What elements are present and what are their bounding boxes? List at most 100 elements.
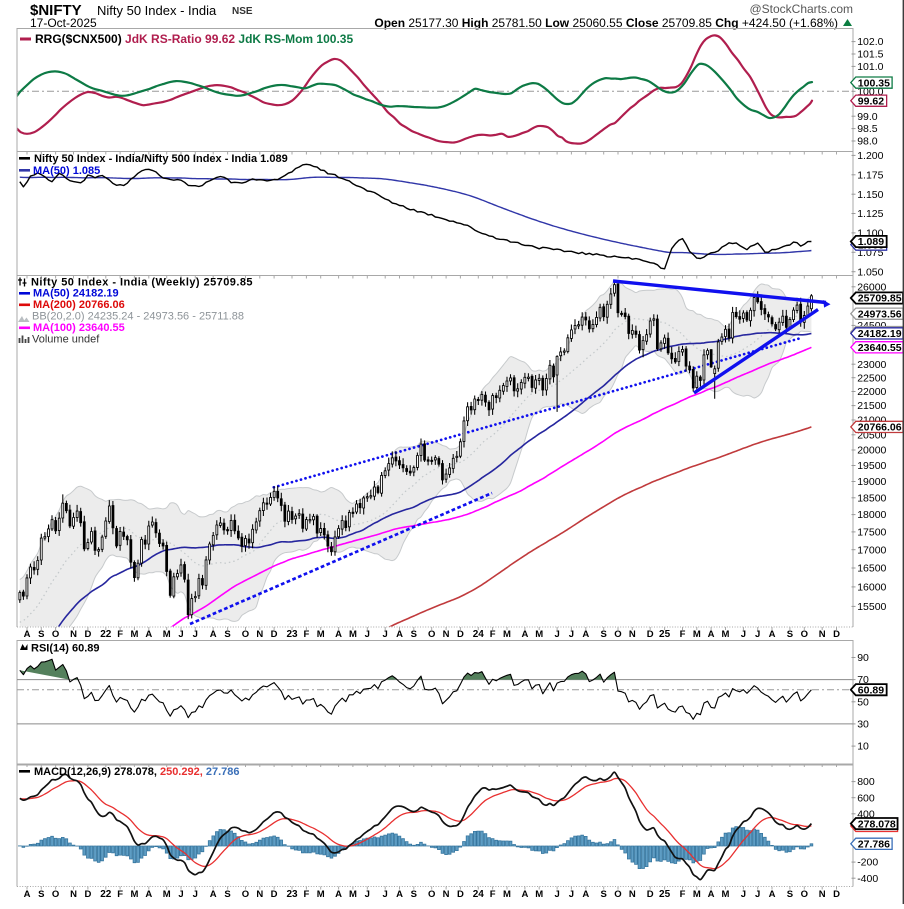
svg-text:M: M (535, 889, 543, 900)
svg-text:O: O (52, 889, 59, 900)
svg-text:S: S (601, 629, 607, 640)
svg-text:100.35: 100.35 (858, 77, 890, 89)
svg-text:M: M (163, 889, 171, 900)
svg-text:F: F (303, 629, 309, 640)
svg-text:101.5: 101.5 (857, 49, 883, 61)
svg-text:60.89: 60.89 (858, 684, 884, 696)
svg-text:-200: -200 (857, 857, 878, 869)
svg-text:15500: 15500 (857, 601, 886, 613)
svg-text:Nifty 50 Index - India (Weekly: Nifty 50 Index - India (Weekly) 25709.85 (31, 277, 253, 289)
svg-text:24182.19: 24182.19 (858, 328, 902, 340)
svg-text:Nifty 50 Index - India: Nifty 50 Index - India (97, 3, 217, 18)
svg-text:23: 23 (286, 889, 298, 900)
svg-text:101.0: 101.0 (857, 61, 883, 73)
svg-text:D: D (457, 629, 464, 640)
svg-text:A: A (210, 629, 217, 640)
svg-text:M: M (722, 629, 730, 640)
svg-text:S: S (411, 889, 417, 900)
svg-text:J: J (755, 629, 760, 640)
svg-text:MA(50) 24182.19: MA(50) 24182.19 (33, 288, 119, 300)
svg-text:O: O (242, 629, 249, 640)
svg-text:A: A (396, 629, 403, 640)
svg-text:1.200: 1.200 (857, 150, 883, 162)
svg-text:O: O (242, 889, 249, 900)
svg-text:30: 30 (857, 719, 869, 731)
svg-text:S: S (411, 629, 417, 640)
svg-text:99.62: 99.62 (858, 95, 884, 107)
svg-text:1.150: 1.150 (857, 189, 883, 201)
svg-text:M: M (163, 629, 171, 640)
svg-text:1.050: 1.050 (857, 266, 883, 278)
svg-text:24: 24 (473, 889, 485, 900)
svg-text:J: J (383, 889, 388, 900)
svg-text:D: D (647, 889, 654, 900)
svg-text:S: S (601, 889, 607, 900)
svg-text:23000: 23000 (857, 359, 886, 371)
svg-text:NSE: NSE (232, 6, 253, 17)
svg-text:20000: 20000 (857, 445, 886, 457)
svg-text:$NIFTY: $NIFTY (30, 2, 82, 19)
svg-text:S: S (224, 629, 230, 640)
svg-text:70: 70 (857, 674, 869, 686)
svg-text:A: A (396, 889, 403, 900)
svg-text:O: O (801, 629, 808, 640)
svg-text:M: M (535, 629, 543, 640)
svg-text:19000: 19000 (857, 476, 886, 488)
svg-text:M: M (349, 629, 357, 640)
svg-text:24973.56: 24973.56 (858, 308, 902, 320)
svg-text:MACD(12,26,9) 278.078, 250.292: MACD(12,26,9) 278.078, 250.292, 27.786 (34, 766, 240, 778)
svg-text:N: N (256, 629, 263, 640)
svg-text:D: D (271, 629, 278, 640)
svg-text:J: J (755, 889, 760, 900)
svg-text:19500: 19500 (857, 460, 886, 472)
svg-text:Nifty 50 Index - India/Nifty 5: Nifty 50 Index - India/Nifty 500 Index -… (34, 153, 288, 165)
svg-text:27.786: 27.786 (858, 839, 890, 851)
svg-text:1.125: 1.125 (857, 208, 883, 220)
svg-text:J: J (193, 629, 198, 640)
svg-text:F: F (303, 889, 309, 900)
svg-text:S: S (787, 889, 793, 900)
svg-text:A: A (708, 889, 715, 900)
svg-text:@StockCharts.com: @StockCharts.com (749, 2, 853, 16)
svg-text:O: O (52, 629, 59, 640)
svg-text:N: N (819, 889, 826, 900)
svg-text:RSI(14) 60.89: RSI(14) 60.89 (31, 643, 99, 655)
svg-text:1.089: 1.089 (858, 236, 884, 248)
svg-text:800: 800 (857, 776, 875, 788)
svg-text:A: A (582, 629, 589, 640)
svg-text:23640.55: 23640.55 (858, 342, 902, 354)
svg-text:A: A (24, 629, 31, 640)
svg-text:17-Oct-2025: 17-Oct-2025 (30, 16, 97, 30)
svg-text:-400: -400 (857, 873, 878, 885)
svg-text:A: A (769, 889, 776, 900)
svg-text:BB(20,2.0) 24235.24 - 24973.56: BB(20,2.0) 24235.24 - 24973.56 - 25711.8… (32, 311, 244, 323)
svg-text:M: M (722, 889, 730, 900)
svg-text:22: 22 (100, 629, 112, 640)
svg-text:D: D (457, 889, 464, 900)
svg-text:J: J (365, 889, 370, 900)
svg-text:99.0: 99.0 (857, 111, 878, 123)
svg-text:98.0: 98.0 (857, 136, 878, 148)
svg-text:D: D (84, 629, 91, 640)
svg-text:M: M (349, 889, 357, 900)
svg-text:A: A (210, 889, 217, 900)
svg-text:M: M (130, 889, 138, 900)
svg-text:J: J (178, 629, 183, 640)
svg-text:S: S (38, 629, 44, 640)
svg-text:J: J (569, 629, 574, 640)
svg-text:25709.85: 25709.85 (858, 293, 902, 305)
svg-text:D: D (833, 889, 840, 900)
svg-text:O: O (428, 629, 435, 640)
svg-text:A: A (145, 889, 152, 900)
svg-text:S: S (224, 889, 230, 900)
svg-text:10: 10 (857, 741, 869, 753)
svg-text:21500: 21500 (857, 400, 886, 412)
svg-text:O: O (428, 889, 435, 900)
svg-text:Volume undef: Volume undef (32, 334, 100, 346)
svg-text:M: M (503, 629, 511, 640)
svg-text:600: 600 (857, 792, 875, 804)
svg-text:J: J (383, 629, 388, 640)
svg-text:MA(100) 23640.55: MA(100) 23640.55 (33, 322, 125, 334)
svg-text:16000: 16000 (857, 582, 886, 594)
svg-text:16500: 16500 (857, 563, 886, 575)
